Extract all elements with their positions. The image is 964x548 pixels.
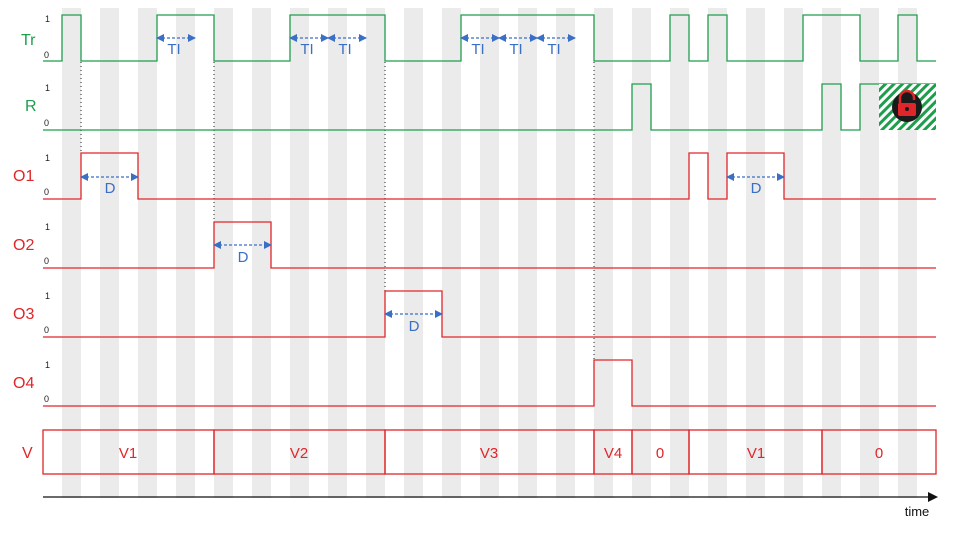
d-label-o1-first: D	[105, 180, 116, 197]
o2-label: O2	[13, 237, 34, 254]
v-bus-labels: V1 V2 V3 V4 0 V1 0	[119, 445, 883, 462]
o2-waveform	[43, 221, 936, 269]
o1-waveform	[43, 152, 936, 200]
r-low-label: 0	[44, 118, 49, 128]
time-axis-label: time	[905, 504, 930, 519]
v-segment-4-label: V4	[604, 445, 622, 462]
time-grid-stripes	[62, 8, 917, 498]
v-segment-5-label: 0	[656, 445, 664, 462]
o1-label: O1	[13, 168, 34, 185]
r-waveform	[43, 83, 936, 131]
v-label: V	[22, 445, 33, 462]
v-segment-6-label: V1	[747, 445, 765, 462]
time-axis-arrowhead	[928, 492, 938, 502]
time-axis: time	[43, 492, 938, 519]
o3-label: O3	[13, 306, 34, 323]
o4-high-label: 1	[45, 360, 50, 370]
ti-label-4: TI	[471, 41, 484, 58]
ti-label-1: TI	[167, 41, 180, 58]
r-high-label: 1	[45, 83, 50, 93]
o2-low-label: 0	[44, 256, 49, 266]
ti-label-3: TI	[338, 41, 351, 58]
v-segment-2-label: V2	[290, 445, 308, 462]
tr-low-label: 0	[44, 50, 49, 60]
d-intervals	[80, 173, 785, 318]
signal-labels: Tr R O1 O2 O3 O4 V	[13, 32, 37, 462]
o4-label: O4	[13, 375, 34, 392]
d-label-o3: D	[409, 318, 420, 335]
level-labels: 1 0 1 0 1 0 1 0 1 0 1 0	[44, 14, 50, 404]
o3-waveform	[43, 290, 936, 338]
ti-labels: TI TI TI TI TI TI	[167, 41, 560, 58]
o1-low-label: 0	[44, 187, 49, 197]
v-segment-3-label: V3	[480, 445, 498, 462]
o3-low-label: 0	[44, 325, 49, 335]
d-label-o1-second: D	[751, 180, 762, 197]
o4-low-label: 0	[44, 394, 49, 404]
o1-high-label: 1	[45, 153, 50, 163]
ti-label-2: TI	[300, 41, 313, 58]
v-segment-1-label: V1	[119, 445, 137, 462]
ti-label-5: TI	[509, 41, 522, 58]
d-label-o2: D	[238, 249, 249, 266]
r-label: R	[25, 98, 37, 115]
o4-waveform	[43, 359, 936, 407]
v-segment-7	[821, 429, 937, 475]
v-segment-7-label: 0	[875, 445, 883, 462]
o2-high-label: 1	[45, 222, 50, 232]
tr-high-label: 1	[45, 14, 50, 24]
v-bus	[42, 429, 937, 475]
unlocked-padlock-icon	[892, 89, 922, 122]
tr-label: Tr	[21, 32, 36, 49]
ti-label-6: TI	[547, 41, 560, 58]
d-labels: D D D D	[105, 180, 762, 335]
o3-high-label: 1	[45, 291, 50, 301]
